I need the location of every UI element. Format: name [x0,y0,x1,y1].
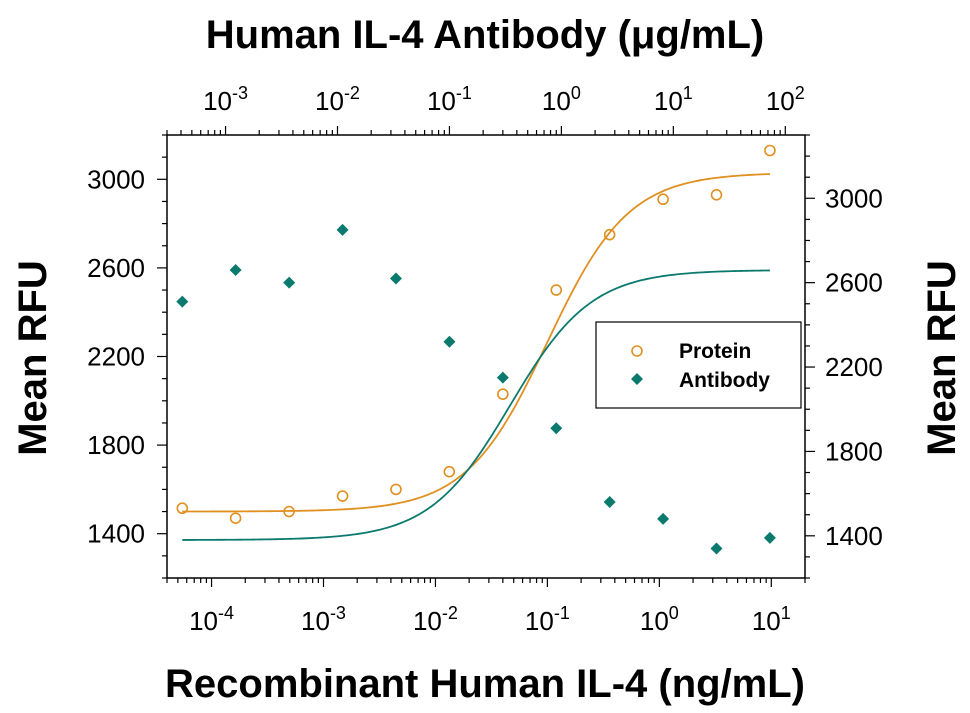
bottom-axis-tick-label: 100 [640,603,679,636]
top-axis-tick-label-base: 10 [542,86,571,116]
left-axis-tick-label: 2200 [87,342,145,372]
antibody-point [550,422,563,435]
top-axis-tick-label: 100 [542,83,581,116]
protein-point [764,144,776,157]
left-axis-title: Mean RFU [11,260,55,456]
right-axis-tick-label: 1800 [825,436,883,466]
right-axis-tick-label: 1400 [825,521,883,551]
left-axis-tick-label: 3000 [87,164,145,194]
protein-point [390,483,402,496]
top-axis-ticks: 10-3 10-2 10-1 100 101 102 [166,83,805,135]
bottom-axis-tick-label: 10-4 [189,603,234,636]
legend-antibody-label: Antibody [679,369,770,392]
bottom-axis-tick-label-exponent: -3 [330,603,346,623]
left-axis-tick-label: 2600 [87,253,145,283]
right-axis-tick-label: 2200 [825,352,883,382]
right-axis-tick-label: 3000 [825,183,883,213]
antibody-point [229,264,242,277]
top-axis-tick-label-base: 10 [203,86,232,116]
top-axis-tick-label-base: 10 [315,86,344,116]
top-axis-tick-label: 10-3 [203,83,248,116]
bottom-axis-tick-label-base: 10 [301,606,330,636]
antibody-point [443,335,456,348]
antibody-point [336,223,349,236]
bottom-axis-tick-label-base: 10 [752,606,781,636]
top-axis-tick-label-base: 10 [766,86,795,116]
right-axis-tick-label: 2600 [825,268,883,298]
left-axis-tick-label: 1800 [87,430,145,460]
bottom-axis-ticks: 10-4 10-3 10-2 10-1 100 101 [166,578,806,636]
antibody-point [710,542,723,555]
legend-protein-label: Protein [679,340,751,363]
top-axis-tick-label-exponent: -3 [232,83,248,103]
antibody-point [283,276,296,289]
legend-box [595,321,802,409]
left-axis-ticks: 1400 1800 2200 2600 3000 [87,134,167,579]
legend-protein-marker [631,345,643,357]
bottom-axis-tick-label: 10-1 [525,603,570,636]
protein-point [710,189,723,201]
legend: Protein Antibody [595,321,802,409]
top-axis-tick-label: 10-2 [315,83,360,116]
legend-antibody-marker [631,373,643,385]
protein-point [336,490,349,502]
antibody-point [763,531,776,544]
left-axis-tick-label: 1400 [87,519,145,549]
protein-point [497,388,509,400]
antibody-point [657,512,670,525]
protein-point [229,512,242,524]
protein-point [283,505,295,518]
top-axis-tick-label: 102 [766,83,805,116]
fit-curves [182,173,770,541]
bottom-axis-tick-label-exponent: -4 [218,603,234,623]
top-axis-title: Human IL-4 Antibody (μg/mL) [206,13,765,57]
right-axis-ticks: 1400 1800 2200 2600 3000 [805,134,883,579]
top-axis-tick-label-exponent: 1 [683,83,693,103]
protein-point [176,502,189,515]
bottom-axis-tick-label-exponent: -1 [554,603,570,623]
bottom-axis-tick-label-base: 10 [413,606,442,636]
bottom-axis-tick-label: 10-2 [413,603,458,636]
antibody-point [176,295,189,308]
top-axis-tick-label-base: 10 [427,86,456,116]
bottom-axis-tick-label-base: 10 [189,606,218,636]
antibody-point [603,496,616,509]
bottom-axis-tick-label: 10-3 [301,603,346,636]
antibody-fit-curve [182,269,770,541]
right-axis-title: Mean RFU [920,260,964,456]
protein-point [657,193,669,206]
bottom-axis-tick-label: 101 [752,603,791,636]
top-axis-tick-label-exponent: -2 [344,83,360,103]
antibody-point [389,272,402,285]
antibody-point [496,371,509,384]
top-axis-tick-label-exponent: 0 [571,83,581,103]
top-axis-tick-label-exponent: -1 [456,83,472,103]
bottom-axis-tick-label-exponent: 1 [781,603,791,623]
data-points [176,144,776,555]
protein-fit-curve [182,173,770,513]
bottom-axis-title: Recombinant Human IL-4 (ng/mL) [165,662,805,706]
bottom-axis-tick-label-base: 10 [640,606,669,636]
bottom-axis-tick-label-base: 10 [525,606,554,636]
top-axis-tick-label: 101 [654,83,693,116]
top-axis-tick-label-exponent: 2 [795,83,805,103]
top-axis-tick-label: 10-1 [427,83,472,116]
protein-point [443,465,456,478]
top-axis-tick-label-base: 10 [654,86,683,116]
bottom-axis-tick-label-exponent: 0 [669,603,679,623]
protein-point [603,228,616,241]
protein-point [550,284,563,296]
bottom-axis-tick-label-exponent: -2 [442,603,458,623]
